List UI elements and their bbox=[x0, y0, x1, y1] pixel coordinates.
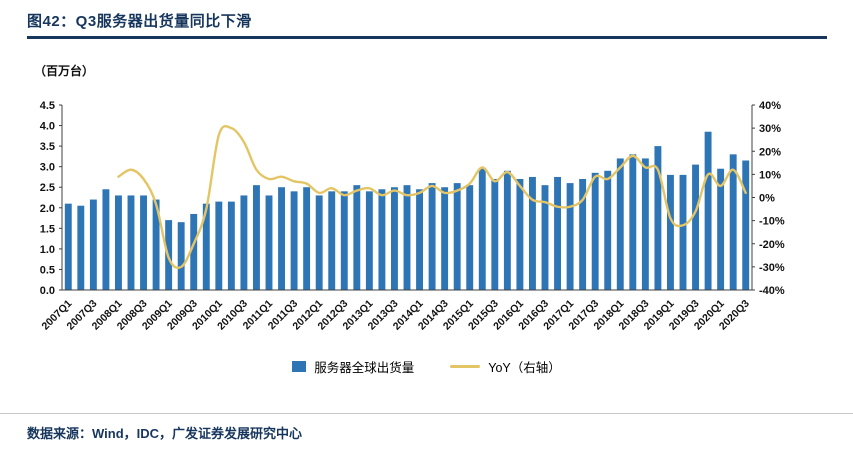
svg-text:2.5: 2.5 bbox=[40, 182, 55, 194]
svg-text:3.0: 3.0 bbox=[40, 162, 55, 174]
figure-footer: 数据来源：Wind，IDC，广发证券发展研究中心 bbox=[0, 413, 853, 442]
svg-text:4.5: 4.5 bbox=[40, 100, 55, 112]
chart-legend: 服务器全球出货量 YoY（右轴） bbox=[0, 357, 853, 376]
svg-text:-20%: -20% bbox=[759, 239, 785, 251]
figure-title: 图42：Q3服务器出货量同比下滑 bbox=[27, 13, 252, 30]
svg-text:20%: 20% bbox=[759, 146, 781, 158]
bar-line-chart: 4.5 4.0 3.5 3.0 2.5 2.0 1.5 1.0 0.5 0.0 40% 30% 20% 1… bbox=[39, 100, 785, 333]
figure-header: 图42：Q3服务器出货量同比下滑 bbox=[27, 10, 827, 39]
legend-item-shipments: 服务器全球出货量 bbox=[292, 357, 414, 376]
svg-text:-30%: -30% bbox=[759, 262, 785, 274]
svg-text:0.0: 0.0 bbox=[40, 285, 55, 297]
svg-text:0%: 0% bbox=[759, 193, 775, 205]
svg-text:10%: 10% bbox=[759, 169, 781, 181]
svg-text:2.0: 2.0 bbox=[40, 203, 55, 215]
svg-text:0.5: 0.5 bbox=[40, 264, 55, 276]
legend-label-shipments: 服务器全球出货量 bbox=[314, 361, 415, 375]
legend-item-yoy: YoY（右轴） bbox=[450, 357, 561, 376]
svg-text:40%: 40% bbox=[759, 100, 781, 112]
left-axis-unit-label: （百万台） bbox=[34, 64, 95, 78]
svg-text:1.0: 1.0 bbox=[40, 244, 55, 256]
data-source: 数据来源：Wind，IDC，广发证券发展研究中心 bbox=[27, 426, 303, 441]
svg-text:-40%: -40% bbox=[759, 285, 785, 297]
legend-label-yoy: YoY（右轴） bbox=[488, 361, 561, 375]
line-series-swatch bbox=[450, 365, 481, 368]
svg-text:3.5: 3.5 bbox=[40, 141, 55, 153]
svg-text:30%: 30% bbox=[759, 123, 781, 135]
bar-series-swatch bbox=[292, 361, 307, 372]
svg-text:-10%: -10% bbox=[759, 216, 785, 228]
svg-text:1.5: 1.5 bbox=[40, 223, 55, 235]
svg-text:4.0: 4.0 bbox=[40, 121, 55, 133]
